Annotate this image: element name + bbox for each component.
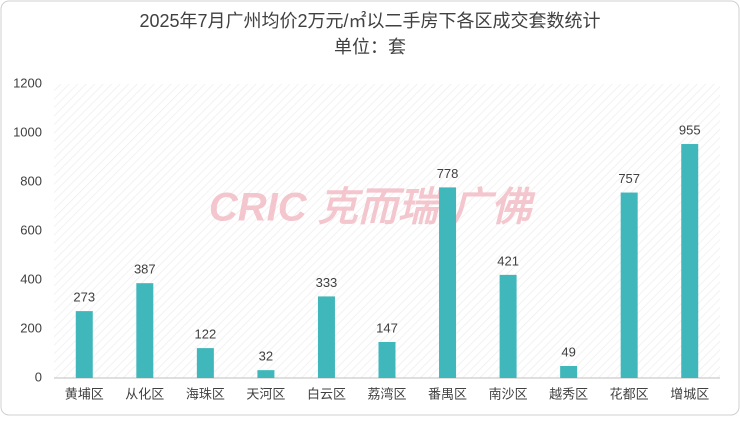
y-tick-label: 0 bbox=[35, 369, 42, 384]
x-tick-label: 花都区 bbox=[610, 386, 649, 401]
plot-background bbox=[54, 84, 720, 378]
chart-title: 2025年7月广州均价2万元/㎡以二手房下各区成交套数统计 bbox=[139, 10, 600, 31]
bar bbox=[136, 283, 154, 378]
y-tick-label: 400 bbox=[20, 271, 42, 286]
bar bbox=[499, 274, 517, 378]
x-tick-label: 番禺区 bbox=[428, 386, 467, 401]
bar bbox=[378, 341, 396, 378]
x-tick-label: 白云区 bbox=[307, 386, 346, 401]
y-tick-label: 1000 bbox=[13, 124, 42, 139]
value-label: 122 bbox=[195, 327, 217, 342]
value-label: 273 bbox=[73, 290, 95, 305]
value-label: 32 bbox=[259, 349, 273, 364]
watermark: CRIC 克而瑞·广佛 bbox=[209, 186, 536, 230]
value-label: 49 bbox=[561, 344, 575, 359]
bar bbox=[317, 296, 335, 378]
value-label: 955 bbox=[679, 122, 701, 137]
x-tick-label: 增城区 bbox=[670, 386, 709, 401]
value-label: 333 bbox=[316, 275, 338, 290]
y-tick-label: 600 bbox=[20, 222, 42, 237]
value-label: 421 bbox=[497, 253, 519, 268]
x-tick-label: 海珠区 bbox=[186, 386, 225, 401]
x-tick-label: 南沙区 bbox=[489, 386, 528, 401]
bar bbox=[196, 348, 214, 378]
x-tick-label: 天河区 bbox=[246, 386, 285, 401]
value-label: 147 bbox=[376, 320, 398, 335]
x-tick-label: 荔湾区 bbox=[367, 386, 406, 401]
value-label: 387 bbox=[134, 262, 156, 277]
bar bbox=[75, 311, 93, 378]
y-tick-label: 800 bbox=[20, 173, 42, 188]
bar bbox=[439, 187, 457, 378]
value-label: 757 bbox=[618, 171, 640, 186]
bar bbox=[681, 144, 699, 378]
bar bbox=[560, 365, 578, 378]
bar bbox=[257, 370, 275, 378]
value-label: 778 bbox=[437, 166, 459, 181]
y-tick-label: 1200 bbox=[13, 75, 42, 90]
bar bbox=[620, 192, 638, 378]
x-tick-label: 越秀区 bbox=[549, 386, 588, 401]
y-tick-label: 200 bbox=[20, 320, 42, 335]
x-tick-label: 从化区 bbox=[125, 386, 164, 401]
x-tick-label: 黄埔区 bbox=[65, 386, 104, 401]
chart-subtitle: 单位：套 bbox=[334, 37, 406, 57]
